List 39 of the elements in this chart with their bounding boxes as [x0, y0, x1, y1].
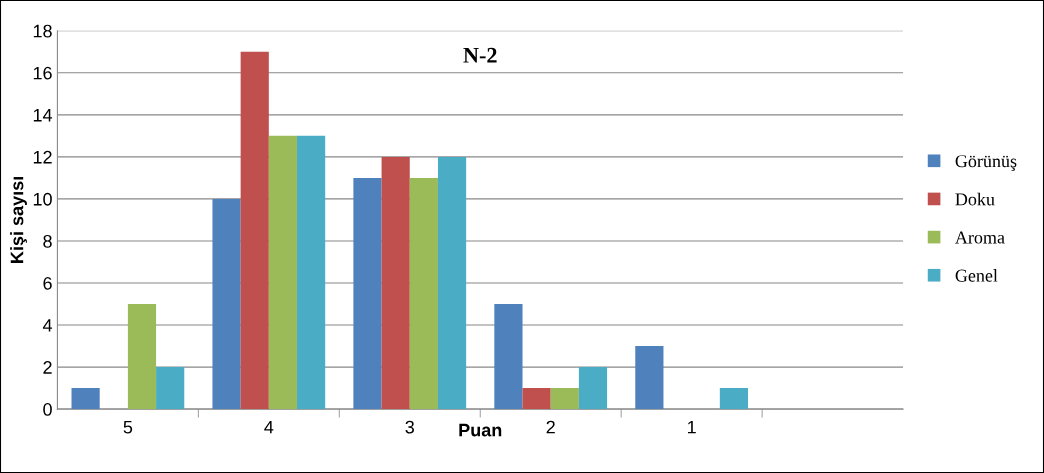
y-tick-label: 18 [33, 24, 52, 38]
legend-label: Görünüş [955, 155, 1017, 171]
y-tick-label: 4 [42, 319, 53, 332]
bar [212, 198, 241, 410]
bar [297, 135, 326, 410]
bar [381, 156, 410, 410]
y-tick-label: 14 [33, 108, 53, 122]
bar [635, 346, 664, 410]
x-tick-label: 1 [688, 420, 696, 434]
y-tick-label: 12 [33, 150, 52, 164]
bar [268, 135, 298, 410]
legend-label: Doku [955, 192, 995, 206]
x-tick-label: 5 [123, 420, 133, 434]
x-tick-label: 4 [264, 420, 274, 434]
y-tick-label: 6 [43, 276, 52, 290]
y-axis-title: Kişi sayısı [10, 177, 27, 263]
bar [409, 177, 438, 410]
bar [522, 388, 551, 410]
bar [71, 388, 100, 410]
bar [578, 367, 608, 410]
y-tick-label: 0 [43, 403, 52, 416]
legend-label: Genel [955, 269, 998, 282]
bar [240, 51, 269, 410]
y-tick-label: 8 [43, 234, 52, 248]
bar [719, 388, 749, 410]
bar [353, 177, 382, 410]
bar [156, 367, 185, 410]
y-tick-label: 16 [33, 66, 52, 80]
bar [127, 304, 157, 410]
y-tick-label: 2 [43, 361, 52, 374]
legend-label: Aroma [955, 231, 1005, 244]
bar [550, 388, 579, 410]
text: N-2 [463, 47, 497, 63]
x-axis-title: Puan [459, 423, 502, 437]
y-tick-label: 10 [33, 192, 52, 206]
bar [437, 156, 467, 410]
x-tick-label: 2 [546, 420, 555, 434]
bar [494, 304, 523, 410]
x-tick-label: 3 [405, 420, 414, 434]
